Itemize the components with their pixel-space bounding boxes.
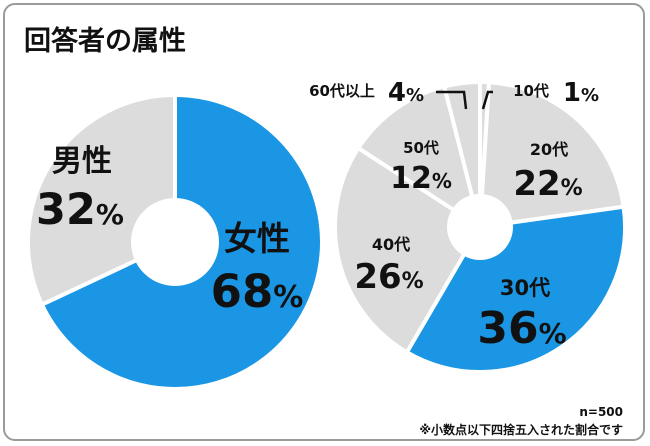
- slice-value-40s: 26%: [354, 257, 423, 297]
- pie-slice-60plus: [442, 80, 482, 229]
- slice-value-30s: 36%: [477, 303, 566, 354]
- gender-pie-chart: 女性 68% 男性 32%: [26, 93, 324, 391]
- slice-label-30s: 30代: [500, 276, 550, 300]
- leader-line-60plus: [436, 90, 468, 110]
- slice-value-20s: 22%: [513, 164, 582, 204]
- slice-label-50s: 50代: [403, 139, 439, 157]
- pie-slice-20s: [478, 80, 626, 229]
- slice-label-40s: 40代: [372, 235, 410, 254]
- pie-slice-50s: [356, 84, 482, 229]
- pie-slice-30s: [404, 204, 627, 374]
- slice-label-60plus: 60代以上: [309, 82, 375, 100]
- slice-value-60plus: 4%: [388, 78, 424, 108]
- slice-label-female: 女性: [224, 219, 290, 258]
- rounding-footnote: ※小数点以下四捨五入された割合です: [419, 423, 623, 437]
- sample-size-note: n=500: [579, 405, 623, 419]
- slice-label-20s: 20代: [530, 140, 568, 159]
- donut-hole: [447, 194, 513, 260]
- pie-slice-40s: [333, 146, 482, 355]
- chart-title: 回答者の属性: [24, 26, 186, 57]
- slice-label-10s: 10代: [513, 82, 549, 100]
- slice-value-10s: 1%: [563, 78, 599, 108]
- donut-hole: [131, 198, 219, 286]
- leader-line-10s: [481, 90, 493, 110]
- charts-svg: 女性 68% 男性 32% 10代 1% 20代 22% 30代 36% 40代 26% 50代 12%…: [26, 78, 627, 391]
- age-pie-chart: 10代 1% 20代 22% 30代 36% 40代 26% 50代 12% 60代以上 4%: [309, 78, 627, 374]
- chart-card: 回答者の属性 女性 68% 男性 32% 10代 1% 20代 22% 30代 36% 40代 26…: [3, 3, 645, 441]
- slice-value-female: 68%: [211, 265, 304, 318]
- slice-value-male: 32%: [36, 185, 124, 235]
- slice-value-50s: 12%: [390, 161, 452, 196]
- slice-label-male: 男性: [52, 144, 112, 179]
